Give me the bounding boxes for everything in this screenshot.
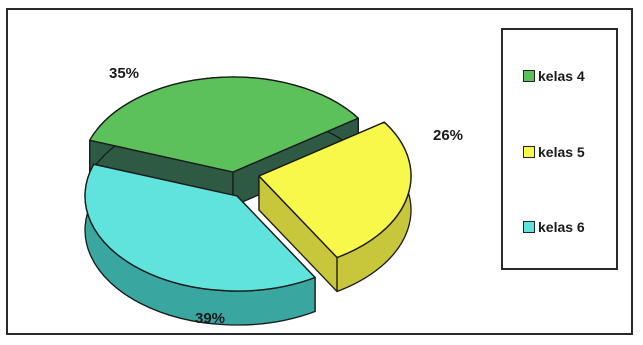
legend-swatch-kelas-6 xyxy=(523,221,535,233)
chart-legend: kelas 4 kelas 5 kelas 6 xyxy=(501,28,618,270)
legend-swatch-kelas-4 xyxy=(523,70,535,82)
pie-slice-kelas-6 xyxy=(84,163,316,292)
pie-label-kelas-4: 35% xyxy=(109,65,139,82)
legend-item-kelas-6: kelas 6 xyxy=(523,218,585,236)
pie-label-kelas-6: 39% xyxy=(195,310,225,327)
legend-label-kelas-6: kelas 6 xyxy=(538,219,585,235)
legend-item-kelas-4: kelas 4 xyxy=(523,67,585,85)
pie-slice-kelas-4 xyxy=(89,76,359,173)
legend-label-kelas-4: kelas 4 xyxy=(538,68,585,84)
legend-item-kelas-5: kelas 5 xyxy=(523,143,585,161)
legend-label-kelas-5: kelas 5 xyxy=(538,144,585,160)
legend-swatch-kelas-5 xyxy=(523,146,535,158)
pie-slice-kelas-5 xyxy=(258,121,412,259)
pie-label-kelas-5: 26% xyxy=(433,127,463,144)
